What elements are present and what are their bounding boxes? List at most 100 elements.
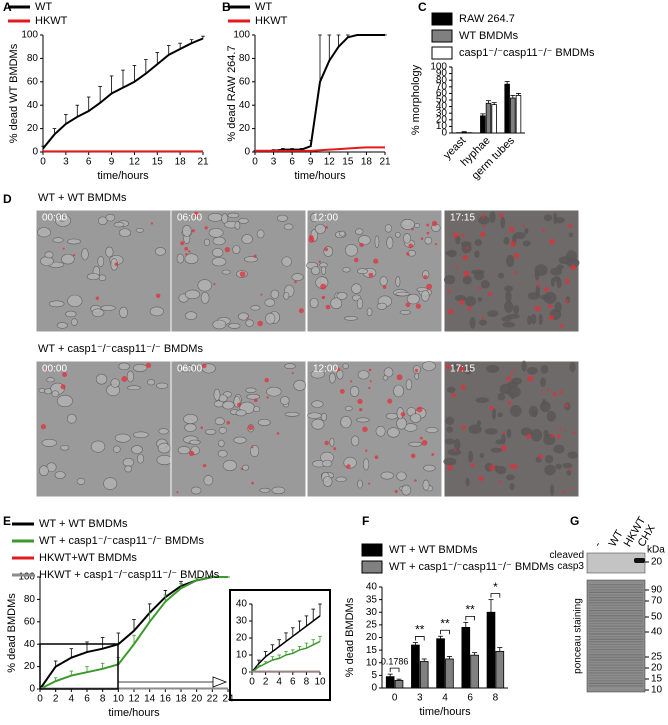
cell: [387, 427, 400, 438]
panel-label: A: [3, 0, 12, 14]
red-stain: [559, 390, 563, 394]
bar: [385, 676, 395, 689]
red-stain: [406, 252, 410, 256]
cell: [356, 298, 364, 310]
ponceau-band: [589, 630, 643, 632]
row-label: WT + WT BMDMs: [38, 192, 127, 204]
x-tick-label: 8: [100, 694, 106, 705]
cell: [281, 256, 293, 267]
red-stain: [548, 304, 553, 309]
cell: [506, 474, 515, 481]
ponceau-band: [589, 654, 643, 656]
cell: [310, 370, 325, 379]
cell: [443, 274, 456, 285]
x-tick-label: 10: [314, 677, 326, 688]
red-stain: [325, 226, 329, 229]
cell: [452, 363, 458, 370]
cell: [509, 404, 522, 417]
cell: [454, 438, 461, 451]
cell: [38, 387, 46, 393]
cell: [39, 465, 49, 477]
red-stain: [498, 479, 502, 483]
bar: [515, 94, 522, 134]
cell: [521, 360, 527, 372]
y-axis-label: % dead BMDMs: [6, 593, 18, 673]
red-stain: [506, 376, 512, 382]
cell: [127, 385, 141, 391]
legend-label: HKWT + casp1⁻/⁻casp11⁻/⁻ BMDMs: [39, 569, 220, 581]
cell: [246, 393, 261, 400]
cell: [71, 318, 78, 326]
cell: [149, 306, 164, 317]
x-tick-label: 8: [304, 677, 310, 688]
cell: [228, 323, 241, 329]
red-stain: [470, 463, 475, 468]
red-stain: [479, 231, 486, 238]
significance-label: **: [440, 616, 450, 630]
cell: [311, 266, 321, 276]
x-tick-label: 18: [175, 157, 187, 168]
y-tick-label: 30: [436, 108, 448, 119]
ponceau-band: [589, 675, 643, 677]
cell: [355, 228, 364, 235]
cell: [471, 269, 485, 275]
cell: [184, 253, 199, 264]
bar: [411, 644, 420, 689]
cell: [556, 277, 562, 289]
cell: [221, 269, 231, 275]
timestamp: 17:15: [450, 213, 475, 224]
red-stain: [445, 364, 451, 370]
bar: [510, 97, 516, 134]
cell: [154, 247, 166, 256]
x-tick-label: 8: [493, 693, 499, 704]
cell: [396, 417, 407, 430]
cell: [322, 459, 333, 468]
ponceau-band: [589, 597, 643, 599]
cell: [90, 440, 106, 453]
red-stain: [46, 367, 50, 371]
cell: [110, 378, 120, 388]
red-stain: [487, 291, 492, 297]
cell: [543, 291, 557, 304]
y-tick-label: 30: [236, 616, 248, 627]
red-stain: [508, 226, 515, 233]
red-stain: [573, 431, 577, 434]
cell: [335, 476, 347, 482]
cell: [446, 386, 456, 394]
red-stain: [266, 396, 269, 399]
red-stain: [294, 280, 297, 284]
y-axis-label: % dead BMDMs: [344, 597, 356, 677]
red-stain: [414, 479, 417, 482]
y-tick-label: 100: [233, 30, 250, 41]
bar: [504, 83, 510, 134]
unit-label: kDa: [647, 545, 665, 556]
cell: [95, 373, 108, 385]
x-tick-label: 6: [290, 677, 296, 688]
panel-label: E: [3, 514, 11, 528]
cell: [211, 257, 227, 267]
y-tick-label: 25: [366, 620, 378, 631]
cell: [44, 388, 53, 395]
red-stain: [333, 447, 337, 451]
ponceau-band: [589, 589, 643, 591]
cell: [550, 267, 562, 276]
ponceau-band: [589, 591, 643, 593]
band: [634, 558, 645, 563]
red-stain: [276, 432, 280, 435]
cell: [157, 442, 171, 454]
cell: [497, 412, 503, 418]
y-tick-label: 40: [239, 100, 251, 111]
red-stain: [512, 464, 518, 470]
blot-label: cleaved casp3: [549, 550, 584, 572]
cell: [67, 294, 83, 308]
cell: [122, 458, 135, 467]
zoom-arrowhead: [212, 676, 228, 688]
cell: [234, 221, 241, 230]
ponceau-band: [589, 656, 643, 658]
x-tick-label: 4: [69, 694, 75, 705]
cell: [474, 239, 482, 246]
cell: [462, 275, 472, 285]
red-stain: [362, 426, 368, 432]
cell: [212, 319, 227, 330]
red-stain: [489, 464, 496, 471]
